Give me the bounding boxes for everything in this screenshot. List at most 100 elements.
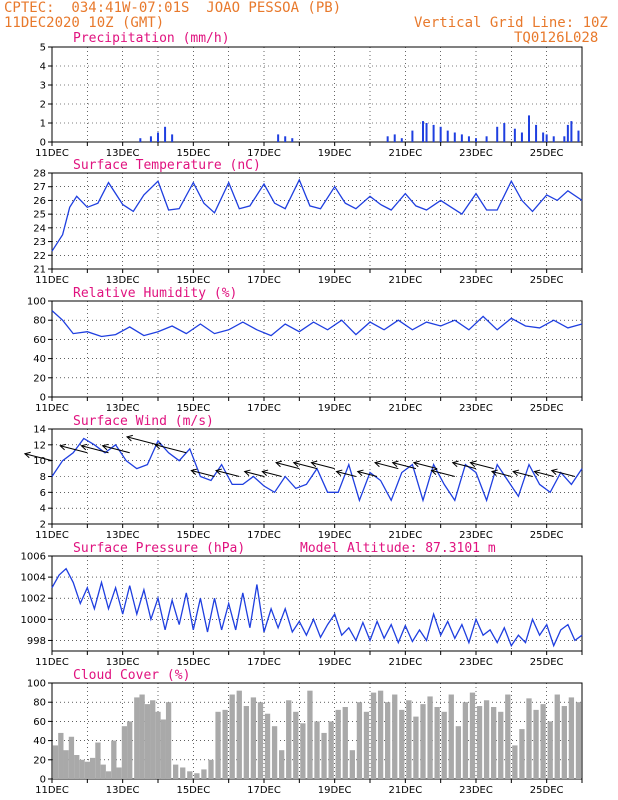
wind-arrow (491, 471, 512, 477)
x-tick-label: 11DEC (35, 403, 69, 414)
series-line (51, 567, 583, 648)
cloud-bar (498, 711, 504, 779)
cloud-bar (462, 702, 469, 779)
wind-arrow (311, 462, 335, 470)
x-tick-label: 13DEC (106, 275, 140, 286)
x-tick-label: 11DEC (35, 530, 69, 541)
cloud-bar (392, 694, 398, 779)
y-tick-label: 26 (33, 196, 46, 207)
y-tick-label: 80 (33, 316, 46, 327)
cloud-bar (155, 711, 161, 779)
precip-bar (563, 136, 566, 142)
wind-arrow-head (292, 460, 300, 468)
x-tick-label: 21DEC (388, 403, 422, 414)
y-tick-label: 24 (33, 223, 46, 234)
cloud-bar (335, 709, 341, 779)
cloud-bar (406, 700, 412, 779)
wind-arrow (60, 445, 88, 454)
precip-bar (386, 136, 389, 142)
cloud-bar (144, 704, 151, 779)
precip-bar (485, 136, 488, 142)
x-tick-label: 25DEC (530, 785, 564, 796)
wind-arrow-head (243, 469, 251, 476)
wind-arrow-head (391, 460, 399, 468)
x-tick-label: 13DEC (106, 148, 140, 159)
station-header: CPTEC: 034:41W-07:01S JOAO PESSOA (PB) (4, 0, 342, 16)
wind-arrow-head (533, 469, 541, 476)
precip-bar (439, 126, 442, 142)
precip-bar (157, 132, 159, 142)
x-tick-label: 25DEC (530, 275, 564, 286)
precip-bar (528, 115, 530, 142)
y-tick-label: 4 (40, 62, 46, 73)
wind-arrow-head (23, 451, 31, 459)
x-tick-label: 11DEC (35, 275, 69, 286)
cloud-bar (321, 732, 327, 779)
cloud-bar (105, 771, 112, 779)
cloud-bar (385, 702, 391, 779)
panel-frame (51, 46, 583, 143)
y-tick-label: 21 (33, 265, 46, 276)
series-line (51, 437, 583, 503)
series-line (51, 310, 583, 338)
y-tick-label: 22 (33, 251, 46, 262)
precip-bar (566, 124, 569, 142)
cloud-bar (377, 690, 384, 779)
cloud-bar (349, 750, 355, 779)
precip-bar (513, 128, 516, 142)
cloud-bar (526, 698, 532, 779)
y-tick-label: 100 (27, 679, 46, 690)
cloud-bar (561, 706, 567, 779)
wind-arrow-head (154, 442, 162, 450)
panel-title: Surface Pressure (hPa) (73, 541, 245, 556)
cloud-bar (271, 726, 278, 779)
precip-bar (535, 124, 538, 142)
x-tick-label: 21DEC (388, 657, 422, 668)
wind-arrow-head (512, 469, 520, 476)
wind-arrow (244, 471, 265, 477)
cloud-bar (293, 711, 299, 779)
cloud-bar (173, 764, 179, 779)
y-tick-label: 1002 (21, 594, 46, 605)
cloud-bar (208, 759, 214, 779)
cloud-bar (314, 721, 320, 779)
x-tick-label: 21DEC (388, 785, 422, 796)
x-tick-label: 11DEC (35, 657, 69, 668)
cloud-bar (512, 745, 518, 779)
x-tick-label: 17DEC (247, 148, 281, 159)
y-tick-label: 8 (40, 472, 46, 483)
cloud-bar (95, 742, 101, 779)
x-tick-label: 25DEC (530, 657, 564, 668)
precip-bar (139, 138, 142, 142)
x-tick-label: 21DEC (388, 530, 422, 541)
y-tick-label: 3 (40, 81, 46, 92)
precip-bar (467, 136, 470, 142)
cloud-bar (63, 750, 69, 779)
panel-frame (51, 300, 583, 398)
y-tick-label: 1000 (21, 615, 46, 626)
x-tick-label: 17DEC (247, 275, 281, 286)
wind-arrow-head (469, 460, 477, 468)
wind-arrow (431, 470, 455, 477)
cloud-bar (469, 692, 476, 779)
grid-line-header: Vertical Grid Line: 10Z (414, 15, 608, 31)
cloud-bar (420, 704, 426, 779)
cloud-bar (547, 721, 553, 779)
x-tick-label: 11DEC (35, 148, 69, 159)
cloud-bar (194, 773, 200, 779)
wind-arrow-head (490, 469, 498, 476)
y-tick-label: 4 (40, 504, 46, 515)
wind-arrow (392, 462, 417, 470)
cloud-bar (505, 694, 511, 779)
wind-arrow (470, 462, 494, 470)
y-tick-label: 0 (40, 393, 46, 404)
wind-arrow (357, 471, 378, 477)
run-date-header: 11DEC2020 10Z (GMT) (4, 15, 165, 31)
wind-arrow (24, 453, 53, 462)
x-tick-label: 15DEC (176, 275, 210, 286)
cloud-bar (434, 707, 440, 779)
x-tick-label: 15DEC (176, 530, 210, 541)
x-tick-label: 23DEC (459, 530, 493, 541)
precip-bar (503, 123, 506, 142)
